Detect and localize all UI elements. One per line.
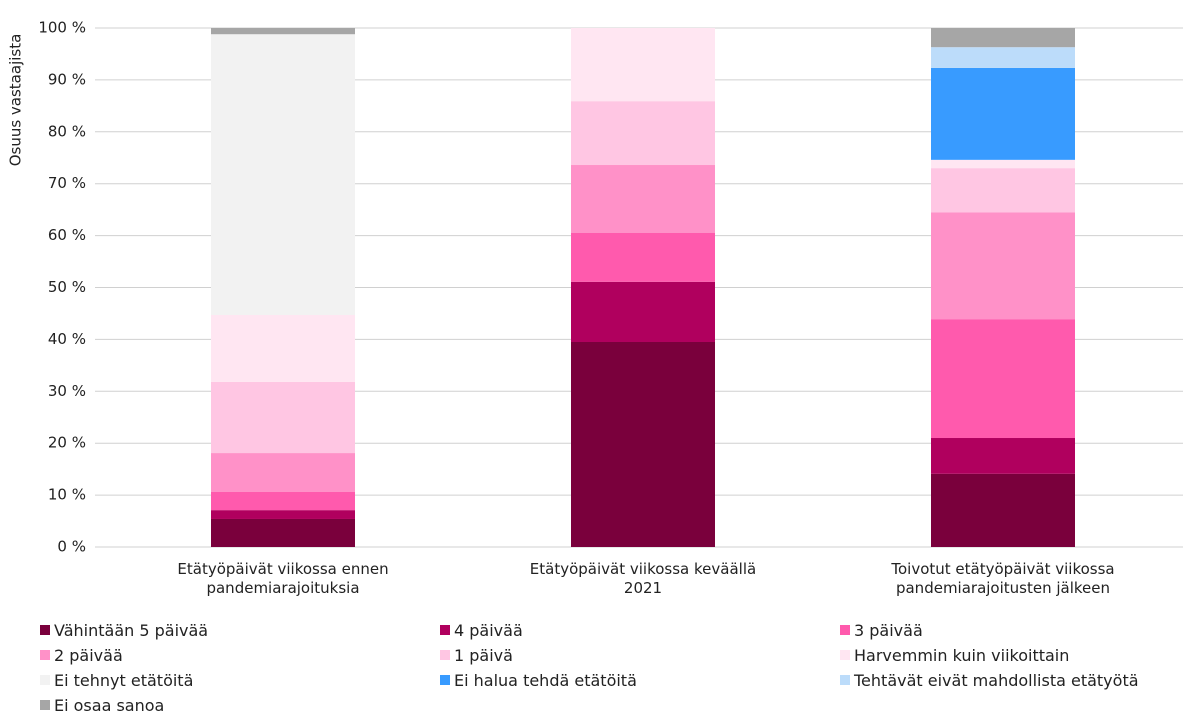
legend-label: 1 päivä <box>454 645 513 665</box>
legend-label: Ei halua tehdä etätöitä <box>454 670 637 690</box>
y-tick-label: 100 % <box>38 19 86 37</box>
bar-segment <box>211 510 355 519</box>
legend-swatch <box>840 625 850 635</box>
y-tick-label: 90 % <box>48 70 86 88</box>
legend-label: Harvemmin kuin viikoittain <box>854 645 1070 665</box>
legend-label: 2 päivää <box>54 645 123 665</box>
bar-segment <box>211 315 355 382</box>
bar-segment <box>571 281 715 342</box>
bar-segment <box>211 34 355 316</box>
x-tick-label: Toivotut etätyöpäivät viikossa pandemiar… <box>891 560 1115 597</box>
y-tick-label: 20 % <box>48 434 86 452</box>
legend-item: 2 päivää <box>40 645 440 665</box>
legend-item: Ei osaa sanoa <box>40 695 440 715</box>
legend-swatch <box>40 650 50 660</box>
bar-segment <box>571 341 715 547</box>
x-tick-label: Etätyöpäivät viikossa ennen pandemiarajo… <box>177 560 389 597</box>
legend-item: Vähintään 5 päivää <box>40 620 440 640</box>
y-axis-label: Osuus vastaajista <box>7 34 25 167</box>
bar-segment <box>931 212 1075 320</box>
y-tick-label: 60 % <box>48 226 86 244</box>
bar-segment <box>931 319 1075 439</box>
legend-item: 3 päivää <box>840 620 1200 640</box>
legend-swatch <box>40 700 50 710</box>
y-tick-label: 50 % <box>48 278 86 296</box>
y-tick-label: 10 % <box>48 486 86 504</box>
legend-label: Ei tehnyt etätöitä <box>54 670 194 690</box>
legend-swatch <box>840 650 850 660</box>
legend: Vähintään 5 päivää 4 päivää 3 päivää 2 päiv… <box>40 620 1200 715</box>
legend-item: Tehtävät eivät mahdollista etätyötä <box>840 670 1200 690</box>
legend-swatch <box>40 675 50 685</box>
bar-segment <box>931 168 1075 213</box>
bar-segment <box>211 28 355 35</box>
legend-label: Vähintään 5 päivää <box>54 620 209 640</box>
legend-item: Ei tehnyt etätöitä <box>40 670 440 690</box>
bar-segment <box>571 233 715 282</box>
bar-segment <box>211 381 355 454</box>
y-tick-label: 40 % <box>48 330 86 348</box>
bar-segment <box>211 491 355 511</box>
legend-swatch <box>440 675 450 685</box>
bar-segment <box>931 473 1075 547</box>
bar-segment <box>571 101 715 166</box>
legend-label: Ei osaa sanoa <box>54 695 165 715</box>
legend-item: 1 päivä <box>440 645 840 665</box>
bar-segment <box>571 28 715 102</box>
y-tick-label: 0 % <box>57 538 86 556</box>
bar-segment <box>571 165 715 234</box>
bar-segment <box>931 159 1075 169</box>
legend-swatch <box>840 675 850 685</box>
legend-swatch <box>440 625 450 635</box>
bar-segment <box>931 47 1075 68</box>
legend-swatch <box>40 625 50 635</box>
legend-label: 4 päivää <box>454 620 523 640</box>
bar-segment <box>931 28 1075 48</box>
y-tick-label: 30 % <box>48 382 86 400</box>
bar-segment <box>931 438 1075 474</box>
legend-label: Tehtävät eivät mahdollista etätyötä <box>854 670 1139 690</box>
legend-item: Ei halua tehdä etätöitä <box>440 670 840 690</box>
bar-segment <box>931 67 1075 160</box>
legend-swatch <box>440 650 450 660</box>
legend-item: 4 päivää <box>440 620 840 640</box>
y-tick-label: 70 % <box>48 174 86 192</box>
x-tick-label: Etätyöpäivät viikossa keväällä 2021 <box>529 560 757 597</box>
bar-segment <box>211 453 355 492</box>
y-tick-label: 80 % <box>48 122 86 140</box>
legend-item: Harvemmin kuin viikoittain <box>840 645 1200 665</box>
bar-segment <box>211 518 355 547</box>
legend-label: 3 päivää <box>854 620 923 640</box>
